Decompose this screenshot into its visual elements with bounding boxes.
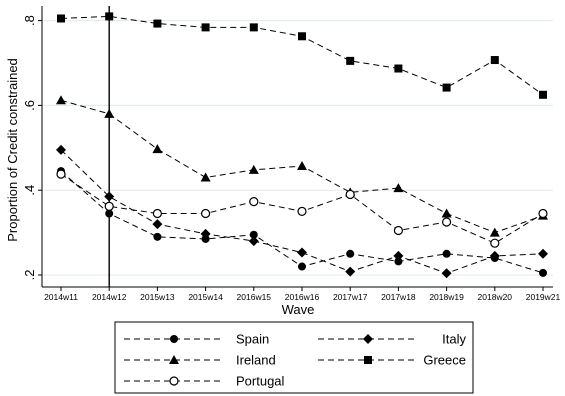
x-tick-label: 2017w17 [333,292,368,302]
y-tick-labels: .2 .4 .6 .8 [22,15,37,280]
data-point-spain [201,234,210,243]
legend-item-spain: Spain [124,332,269,347]
data-point-italy [345,266,356,277]
data-point-italy [248,236,259,247]
x-tick-label: 2018w19 [429,292,464,302]
data-point-ireland [297,161,307,171]
data-point-spain [298,262,306,271]
y-tick-label: .6 [22,100,37,111]
data-point-portugal [442,217,452,227]
x-tick-label: 2018w20 [478,292,513,302]
legend-item-greece: Greece [318,353,466,368]
data-point-portugal [152,208,162,219]
legend-box [114,321,474,394]
data-point-spain [394,257,403,266]
x-tick-label: 2015w14 [188,292,223,302]
data-point-greece [201,23,210,32]
data-point-portugal [393,225,403,236]
data-point-greece [346,56,355,65]
data-point-italy [104,191,115,202]
data-point-italy [393,250,404,261]
data-point-portugal [56,169,66,179]
data-point-portugal [297,206,307,216]
x-tick-labels: 2014w11 2014w12 2015w13 2015w14 2016w15 2016w… [44,292,560,302]
data-point-ireland [441,208,452,218]
data-point-italy [538,248,548,259]
legend-item-italy: Italy [318,332,466,347]
legend-label: Ireland [236,353,276,368]
data-point-greece [394,64,403,73]
data-point-italy [489,250,500,261]
data-point-portugal [538,208,548,219]
data-point-spain [249,230,258,239]
y-tick-label: .2 [22,270,37,281]
data-point-portugal [104,201,114,211]
x-tick-label: 2019w21 [526,292,561,302]
data-point-greece [153,19,162,28]
y-tick-label: .4 [22,185,37,196]
y-axis-label: Proportion of Credit constrained [5,58,20,242]
data-point-ireland [393,183,404,193]
data-point-ireland [104,108,115,118]
data-point-greece [105,12,114,21]
data-point-ireland [489,227,500,237]
data-point-greece [442,83,451,92]
data-point-spain [539,268,547,277]
data-point-greece [57,14,65,23]
data-point-italy [297,247,307,258]
series-markers [56,12,548,279]
data-point-ireland [200,172,211,182]
legend-marker-greece [364,356,372,364]
data-point-greece [539,90,547,99]
x-tick-label: 2016w15 [237,292,272,302]
data-point-italy [441,268,452,279]
data-point-spain [442,249,451,258]
data-point-ireland [56,95,66,105]
gridlines [42,20,553,276]
axes [38,6,553,291]
x-tick-label: 2015w13 [140,292,175,302]
data-point-italy [200,228,211,239]
legend-marker-italy [363,334,373,344]
data-point-ireland [248,164,259,174]
legend-marker-portugal [169,376,179,386]
x-tick-label: 2017w18 [381,292,416,302]
legend-item-ireland: Ireland [124,353,276,368]
x-tick-label: 2014w11 [44,292,78,302]
data-point-spain [153,232,162,241]
data-point-spain [346,249,355,258]
data-point-spain [105,209,114,218]
legend-marker-spain [170,335,178,343]
y-tick-label: .8 [22,15,37,26]
data-point-italy [56,144,66,155]
legend-label: Italy [442,332,466,347]
data-point-ireland [152,144,163,154]
data-point-greece [298,32,306,41]
legend-marker-ireland [169,355,179,364]
data-point-portugal [345,189,355,200]
x-axis-label: Wave [282,302,315,317]
legend-label: Greece [423,353,466,368]
legend-label: Portugal [236,374,285,389]
data-point-portugal [490,238,500,248]
legend-item-portugal: Portugal [124,374,285,389]
data-point-portugal [249,197,259,207]
data-point-greece [490,56,499,65]
x-tick-label: 2016w16 [285,292,320,302]
data-point-portugal [201,208,211,219]
legend-label: Spain [236,332,269,347]
x-tick-label: 2014w12 [92,292,127,302]
legend: Spain Italy Ireland Greece Portugal [114,321,474,394]
data-point-greece [249,23,258,32]
data-point-italy [152,219,163,230]
